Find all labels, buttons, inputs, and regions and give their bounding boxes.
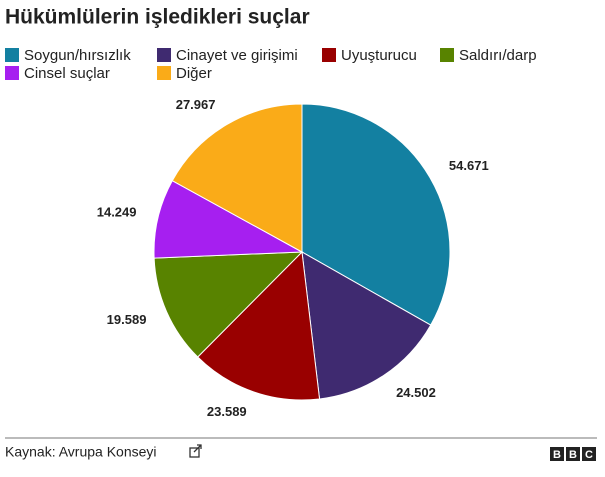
- legend-swatch: [5, 48, 19, 62]
- legend-swatch: [157, 48, 171, 62]
- data-label: 19.589: [107, 312, 147, 327]
- data-label: 54.671: [449, 158, 489, 173]
- logo-letter: C: [585, 449, 593, 461]
- logo-letter: B: [553, 449, 561, 461]
- logo-letter: B: [569, 449, 577, 461]
- logo-block: [582, 447, 596, 461]
- pie-slice: [153, 251, 304, 358]
- legend-label: Saldırı/darp: [459, 47, 537, 64]
- source: Kaynak: Avrupa Konseyi: [5, 444, 157, 460]
- legend-swatch: [440, 48, 454, 62]
- legend-swatch: [322, 48, 336, 62]
- chart-title: Hükümlülerin işledikleri suçlar: [5, 6, 310, 29]
- legend-label: Uyuşturucu: [341, 47, 417, 64]
- logo-block: [566, 447, 580, 461]
- logo-block: [550, 447, 564, 461]
- data-label: 24.502: [396, 385, 436, 400]
- data-label: 14.249: [97, 205, 137, 220]
- pie-slice: [171, 103, 303, 253]
- external-link-icon: [189, 444, 202, 458]
- pie-slice: [197, 250, 321, 401]
- pie-slice: [301, 251, 432, 400]
- legend-swatch: [157, 66, 171, 80]
- legend-swatch: [5, 66, 19, 80]
- legend-label: Cinayet ve girişimi: [176, 47, 298, 64]
- legend-label: Diğer: [176, 65, 212, 82]
- pie-slice: [301, 103, 451, 326]
- data-label: 27.967: [176, 97, 216, 112]
- data-label: 23.589: [207, 404, 247, 419]
- legend-label: Cinsel suçlar: [24, 65, 110, 82]
- legend-label: Soygun/hırsızlık: [24, 47, 131, 64]
